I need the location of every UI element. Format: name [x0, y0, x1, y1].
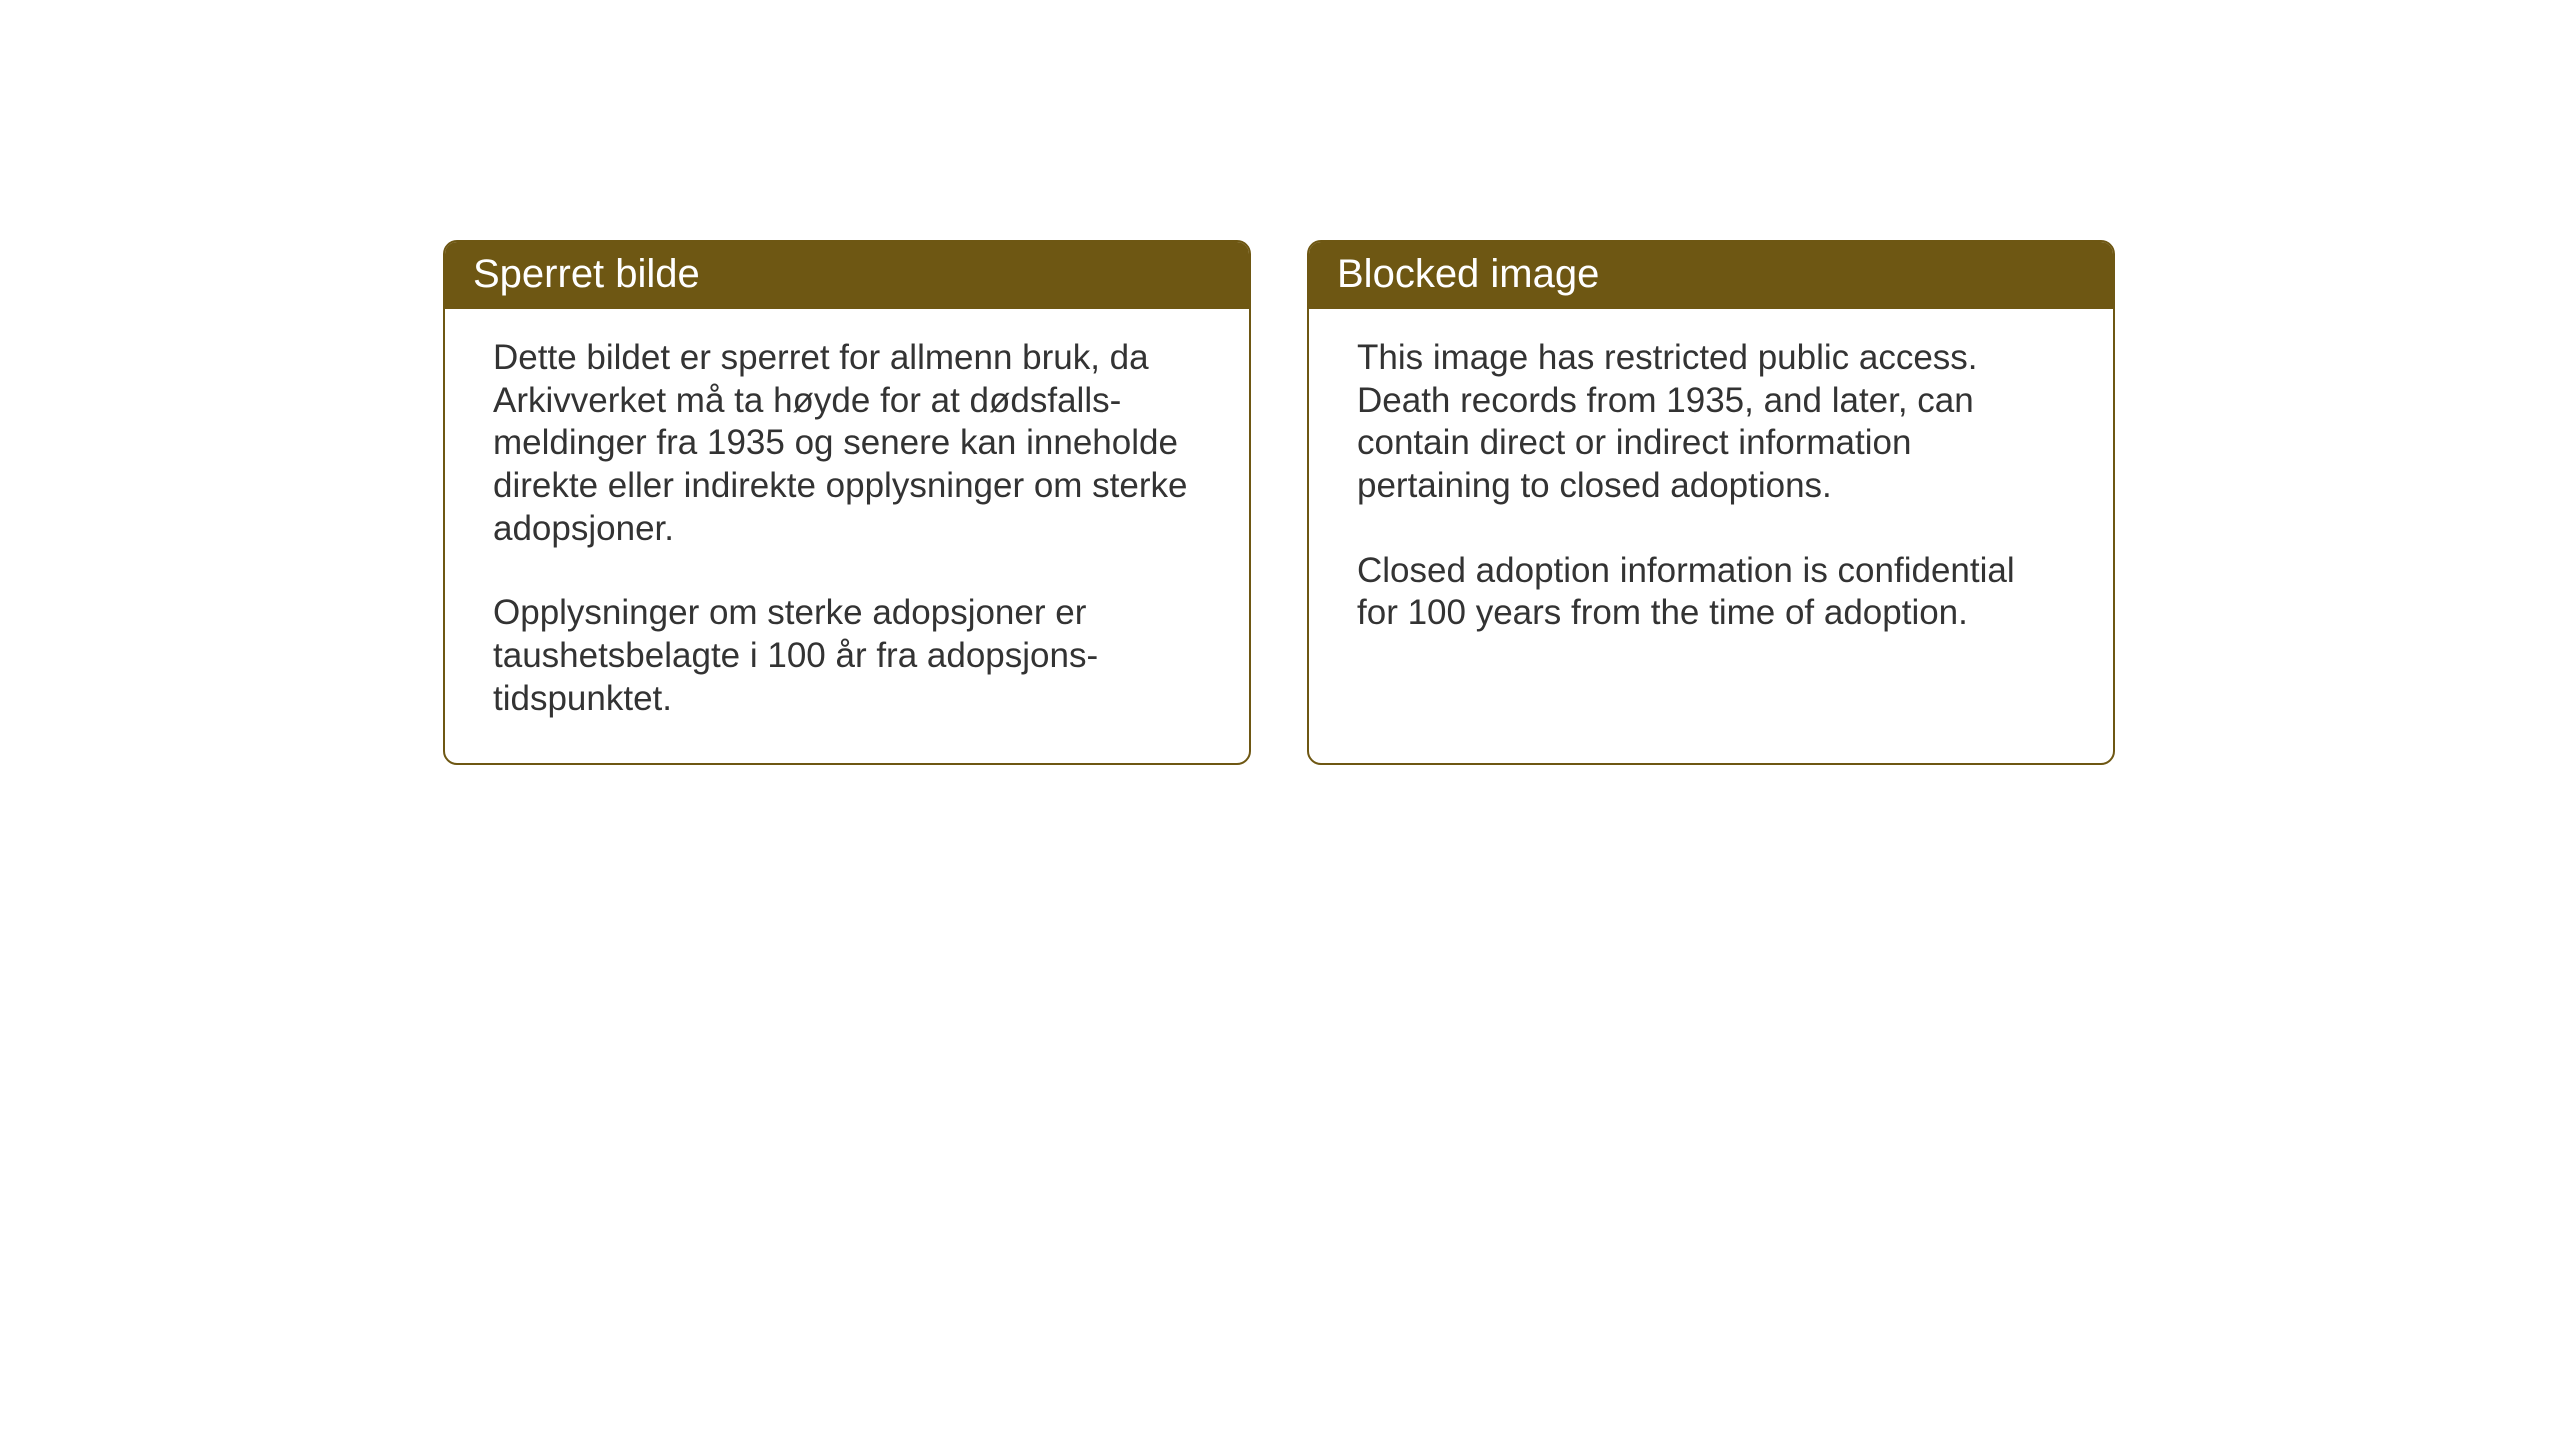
- cards-container: Sperret bilde Dette bildet er sperret fo…: [443, 240, 2560, 765]
- card-header-norwegian: Sperret bilde: [445, 242, 1249, 309]
- card-paragraph: Dette bildet er sperret for allmenn bruk…: [493, 337, 1201, 550]
- card-norwegian: Sperret bilde Dette bildet er sperret fo…: [443, 240, 1251, 765]
- card-body-norwegian: Dette bildet er sperret for allmenn bruk…: [445, 309, 1249, 763]
- card-paragraph: Closed adoption information is confident…: [1357, 550, 2065, 635]
- card-body-english: This image has restricted public access.…: [1309, 309, 2113, 749]
- card-paragraph: This image has restricted public access.…: [1357, 337, 2065, 508]
- card-header-english: Blocked image: [1309, 242, 2113, 309]
- card-english: Blocked image This image has restricted …: [1307, 240, 2115, 765]
- card-title-english: Blocked image: [1337, 252, 1599, 296]
- card-title-norwegian: Sperret bilde: [473, 252, 700, 296]
- card-paragraph: Opplysninger om sterke adopsjoner er tau…: [493, 592, 1201, 720]
